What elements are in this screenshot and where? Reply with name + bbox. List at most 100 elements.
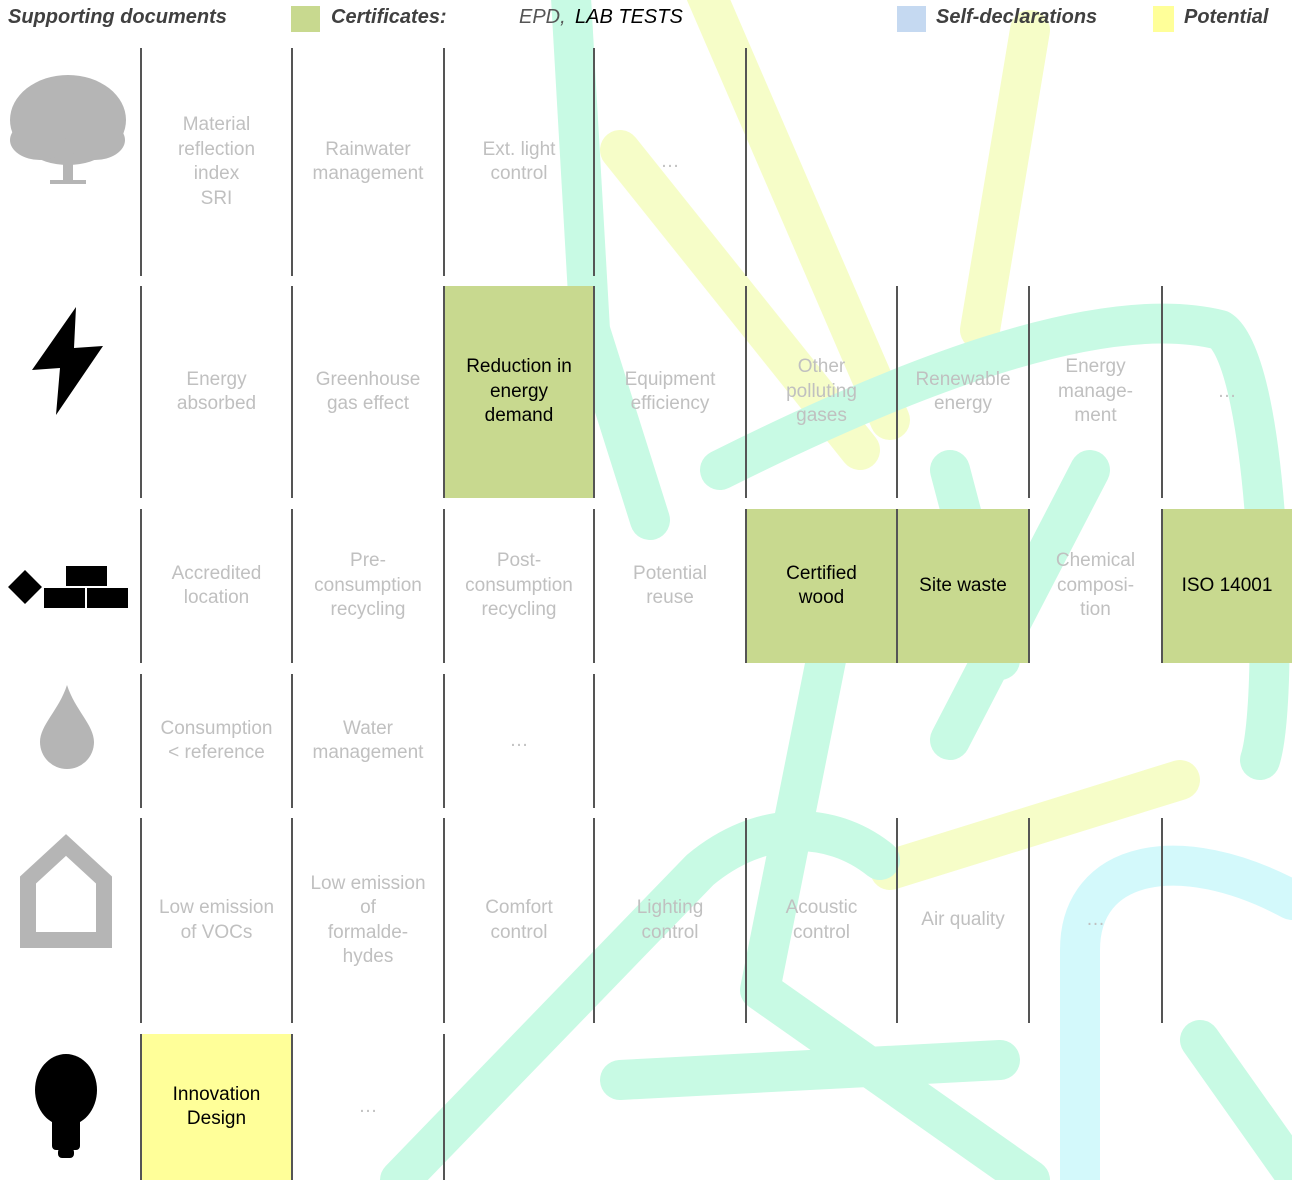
cell: Pre-consumption recycling <box>292 509 444 663</box>
cell-text: reflection <box>177 138 256 160</box>
divider <box>443 1034 445 1180</box>
cell-text: … <box>509 729 529 751</box>
divider <box>140 818 142 1023</box>
cell: Renewable energy <box>897 286 1029 498</box>
cell-text: formalde- <box>327 921 409 943</box>
divider <box>1028 818 1030 1023</box>
divider <box>291 818 293 1023</box>
cell-text: Material <box>182 114 251 135</box>
divider <box>745 286 747 498</box>
divider <box>140 286 142 498</box>
divider <box>443 286 445 498</box>
divider <box>140 674 142 808</box>
cell-text: reuse <box>646 587 694 608</box>
house-icon <box>20 834 112 948</box>
lightning-icon <box>32 307 103 415</box>
cell: … <box>594 48 746 276</box>
divider <box>291 509 293 663</box>
cell-text: tion <box>1080 599 1111 621</box>
divider <box>140 1034 142 1180</box>
cell-text: hydes <box>342 946 394 967</box>
divider <box>745 509 747 663</box>
cell-text: ISO 14001 <box>1181 574 1273 596</box>
legend-label: Self-declarations <box>936 6 1098 28</box>
cell-text: … <box>1086 909 1105 931</box>
cell-text: energy <box>489 380 549 402</box>
cell: Material reflection index SRI <box>141 48 292 276</box>
tree-icon <box>10 75 126 184</box>
cell-text: consumption <box>314 574 422 596</box>
divider <box>443 674 445 808</box>
divider <box>1161 509 1163 663</box>
cell: Chemical composi-tion <box>1029 509 1162 663</box>
divider <box>140 48 142 276</box>
cell: Site waste <box>897 509 1029 663</box>
cell-text: gases <box>796 405 847 427</box>
cell: Energy manage-ment <box>1029 286 1162 498</box>
cell-text: wood <box>798 587 845 608</box>
cell-text: Lighting <box>636 897 704 918</box>
legend-title: Supporting documents <box>8 6 227 28</box>
cell-text: Design <box>186 1108 247 1129</box>
cell-text: absorbed <box>176 393 257 414</box>
cell-text: Water <box>343 717 393 739</box>
cell-text: efficiency <box>630 393 710 414</box>
cell-text: location <box>183 587 250 608</box>
cell-text: management <box>312 163 424 184</box>
divider <box>896 509 898 663</box>
cell: Acoustic control <box>746 818 897 1023</box>
divider <box>593 818 595 1023</box>
divider <box>1028 509 1030 663</box>
cell-text: Renewable <box>915 368 1011 390</box>
cell-text: Post- <box>496 550 542 572</box>
cell-text: … <box>358 1095 378 1117</box>
cell-text: Energy <box>186 368 247 390</box>
cell: … <box>444 674 594 808</box>
cell-text: polluting <box>786 380 857 402</box>
cell-text: < reference <box>168 742 265 763</box>
divider <box>140 509 142 663</box>
cell: Other polluting gases <box>746 286 897 498</box>
divider <box>593 509 595 663</box>
legend-swatch <box>897 6 926 32</box>
cell-text: Site waste <box>919 574 1007 596</box>
cell-text: Innovation <box>172 1083 261 1105</box>
cell-text: Low emission <box>158 897 275 918</box>
cell-text: Comfort <box>485 897 553 918</box>
cell-text: Chemical <box>1055 550 1136 572</box>
cell-text: Low emission <box>310 872 426 894</box>
divider <box>443 509 445 663</box>
cell-text: Reduction in <box>466 356 572 378</box>
cell: Lighting control <box>594 818 746 1023</box>
divider <box>896 286 898 498</box>
cell-text: Energy <box>1065 356 1126 378</box>
cell-text: SRI <box>200 187 233 209</box>
divider <box>593 286 595 498</box>
divider <box>745 48 747 276</box>
cell: Water management <box>292 674 444 808</box>
cell: Greenhouse gas effect <box>292 286 444 498</box>
divider <box>1161 818 1163 1023</box>
cell-text: energy <box>933 393 993 414</box>
divider <box>291 48 293 276</box>
cell-text: control <box>490 921 548 943</box>
drop-icon <box>40 685 94 769</box>
cell: Energy absorbed <box>141 286 292 498</box>
cell: … <box>1162 286 1292 498</box>
cell-text: composi- <box>1056 574 1135 596</box>
cell: Accredited location <box>141 509 292 663</box>
divider <box>896 818 898 1023</box>
cell-text: recycling <box>481 599 557 621</box>
legend-swatch <box>1153 6 1174 32</box>
divider <box>1161 286 1163 498</box>
cell-text: Air quality <box>921 909 1005 931</box>
cell-text: Rainwater <box>325 138 411 160</box>
divider <box>745 818 747 1023</box>
bricks-icon <box>8 566 128 608</box>
divider <box>443 48 445 276</box>
cell-text: control <box>792 921 851 943</box>
cell-text: consumption <box>465 574 573 596</box>
cell: Equipment efficiency <box>594 286 746 498</box>
cell-text: management <box>312 742 424 763</box>
cell-text: control <box>641 921 699 943</box>
